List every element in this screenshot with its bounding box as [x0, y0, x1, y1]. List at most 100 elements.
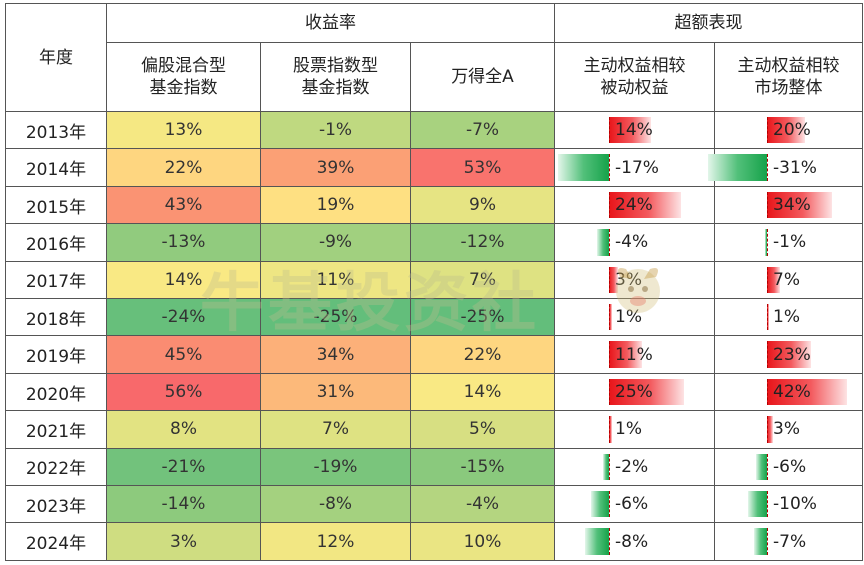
zero-axis-line	[767, 453, 769, 481]
stock-return-value: -9%	[318, 232, 353, 253]
wind-return-value: -12%	[460, 232, 505, 253]
year-cell: 2024年	[5, 522, 107, 561]
hybrid-return-value: 43%	[164, 195, 203, 216]
vs-market-excess-cell: 1%	[714, 298, 864, 337]
zero-axis-line	[767, 266, 769, 294]
vs-passive-excess-bar	[597, 229, 610, 256]
stock-return-cell: -19%	[260, 447, 411, 487]
vs-market-excess-bar	[753, 528, 767, 555]
hybrid-return-value: 13%	[164, 120, 203, 141]
stock-return-cell: -1%	[260, 110, 411, 150]
vs-market-excess-bar	[755, 453, 767, 481]
vs-market-excess-value: 34%	[773, 195, 811, 216]
hybrid-return-cell: 43%	[106, 185, 261, 225]
zero-axis-line	[609, 266, 611, 294]
vs-passive-excess-value: 11%	[615, 344, 653, 365]
stock-return-value: -8%	[318, 494, 353, 515]
vs-market-excess-value: -1%	[773, 232, 807, 253]
year-cell: 2013年	[5, 110, 107, 150]
wind-return-cell: -4%	[409, 485, 556, 524]
header-hybrid-line1: 偏股混合型	[141, 56, 226, 76]
vs-passive-excess-cell: 1%	[554, 410, 716, 449]
header-stock-line2: 基金指数	[301, 78, 370, 98]
vs-market-excess-bar	[765, 229, 767, 256]
hybrid-return-value: -13%	[161, 232, 206, 253]
zero-axis-line	[609, 378, 611, 406]
vs-passive-excess-bar	[609, 378, 685, 406]
zero-axis-line	[609, 117, 611, 144]
vs-market-excess-cell: 7%	[714, 260, 864, 300]
vs-passive-excess-value: 14%	[615, 120, 653, 141]
vs-market-excess-value: 7%	[773, 269, 800, 290]
vs-market-excess-bar	[767, 266, 781, 294]
zero-axis-line	[767, 528, 769, 555]
vs-passive-excess-value: 1%	[615, 307, 642, 328]
stock-return-cell: 7%	[260, 410, 411, 449]
vs-market-excess-value: -10%	[773, 494, 817, 515]
hybrid-return-cell: -21%	[106, 447, 261, 487]
stock-return-cell: 31%	[260, 372, 411, 412]
zero-axis-line	[767, 491, 769, 518]
wind-return-value: 5%	[469, 419, 496, 440]
vs-passive-excess-value: -6%	[615, 494, 649, 515]
wind-return-value: -4%	[465, 494, 500, 515]
stock-return-cell: 34%	[260, 335, 411, 374]
vs-market-excess-cell: -6%	[714, 447, 864, 487]
wind-return-value: 7%	[469, 269, 496, 290]
vs-passive-excess-bar	[609, 304, 613, 331]
stock-return-cell: 12%	[260, 522, 411, 561]
wind-return-value: 10%	[463, 531, 502, 552]
table-row: 2019年 45% 34% 22% 11% 23%	[5, 335, 864, 374]
table-row: 2024年 3% 12% 10% -8% -7%	[5, 522, 864, 561]
vs-market-excess-bar	[767, 341, 811, 368]
zero-axis-line	[609, 528, 611, 555]
vs-market-excess-bar	[767, 117, 806, 144]
header-group-excess: 超额表现	[554, 3, 864, 43]
vs-passive-excess-cell: -17%	[554, 148, 716, 187]
vs-passive-excess-cell: 11%	[554, 335, 716, 374]
hybrid-return-value: 8%	[170, 419, 197, 440]
zero-axis-line	[609, 341, 611, 368]
vs-market-excess-bar	[767, 191, 832, 219]
zero-axis-line	[767, 117, 769, 144]
wind-return-cell: -25%	[409, 298, 556, 337]
zero-axis-line	[767, 191, 769, 219]
vs-passive-excess-bar	[609, 191, 682, 219]
vs-market-excess-cell: -1%	[714, 223, 864, 262]
vs-market-excess-cell: 23%	[714, 335, 864, 374]
hybrid-return-cell: 13%	[106, 110, 261, 150]
zero-axis-line	[767, 229, 769, 256]
table-row: 2013年 13% -1% -7% 14% 20%	[5, 110, 864, 150]
header-stock-index-fund: 股票指数型 基金指数	[260, 42, 411, 112]
hybrid-return-cell: 45%	[106, 335, 261, 374]
hybrid-return-value: 22%	[164, 157, 203, 178]
zero-axis-line	[609, 154, 611, 181]
stock-return-value: 12%	[316, 531, 355, 552]
stock-return-cell: -9%	[260, 223, 411, 262]
year-cell: 2015年	[5, 185, 107, 225]
zero-axis-line	[609, 491, 611, 518]
vs-market-excess-cell: 34%	[714, 185, 864, 225]
vs-passive-excess-value: 24%	[615, 195, 653, 216]
vs-passive-excess-value: 3%	[615, 269, 642, 290]
wind-return-cell: 53%	[409, 148, 556, 187]
stock-return-value: -1%	[318, 120, 353, 141]
wind-return-cell: -15%	[409, 447, 556, 487]
vs-market-excess-bar	[708, 154, 768, 181]
vs-passive-excess-cell: -6%	[554, 485, 716, 524]
year-cell: 2021年	[5, 410, 107, 449]
table-row: 2014年 22% 39% 53% -17% -31%	[5, 148, 864, 187]
vs-passive-excess-cell: 1%	[554, 298, 716, 337]
vs-market-excess-cell: -10%	[714, 485, 864, 524]
wind-return-cell: -7%	[409, 110, 556, 150]
year-cell: 2016年	[5, 223, 107, 262]
header-hybrid-fund-index: 偏股混合型 基金指数	[106, 42, 261, 112]
hybrid-return-value: -24%	[161, 307, 206, 328]
table-row: 2023年 -14% -8% -4% -6% -10%	[5, 485, 864, 524]
year-cell: 2023年	[5, 485, 107, 524]
header-vs-market-line1: 主动权益相较	[737, 56, 840, 76]
table-row: 2022年 -21% -19% -15% -2% -6%	[5, 447, 864, 487]
vs-passive-excess-value: -2%	[615, 456, 649, 477]
table-row: 2015年 43% 19% 9% 24% 34%	[5, 185, 864, 225]
vs-passive-excess-value: -8%	[615, 531, 649, 552]
